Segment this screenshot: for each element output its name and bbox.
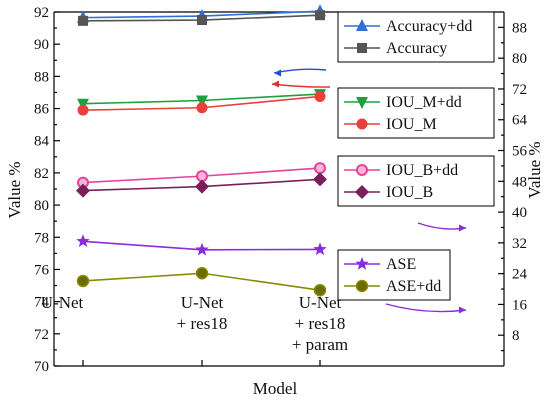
y-right-axis-title: Value % (525, 141, 544, 198)
data-point-iou-b (313, 172, 327, 187)
data-point-ase (76, 234, 90, 247)
arrow-iou-b-right (417, 222, 467, 230)
legend-marker (356, 118, 368, 130)
arrow-ase-right (385, 303, 467, 313)
y-left-axis-title: Value % (5, 161, 24, 218)
right-tick-label: 56 (512, 144, 528, 160)
left-tick-label: 74 (34, 295, 50, 311)
left-tick-label: 78 (34, 230, 49, 246)
x-category-label: + param (292, 335, 348, 354)
right-tick-label: 48 (512, 174, 527, 190)
left-tick-label: 84 (34, 134, 50, 150)
arrow-iou-b-right-head (459, 224, 466, 232)
legend-label: Accuracy (386, 40, 447, 57)
legend-label: Accuracy+dd (386, 18, 472, 35)
legend-marker (356, 164, 368, 176)
data-point-iou-b (195, 179, 209, 194)
right-tick-label: 16 (512, 297, 528, 313)
data-point-ase (195, 242, 209, 256)
data-point-iou-b (76, 183, 90, 198)
right-tick-label: 88 (512, 20, 527, 36)
legend-marker (355, 279, 369, 293)
left-tick-label: 72 (34, 327, 49, 343)
data-point-iou-m (77, 104, 89, 116)
data-point-accuracy (315, 10, 325, 21)
legend-label: IOU_B (386, 184, 433, 201)
data-point-iou-b-dd (314, 162, 326, 175)
arrow-accuracy-left-head (274, 69, 281, 77)
left-tick-label: 90 (34, 37, 49, 53)
arrow-iou-m-left-head (272, 80, 279, 88)
x-axis-title: Model (253, 379, 298, 398)
right-tick-label: 32 (512, 236, 527, 252)
legend-box (337, 249, 451, 301)
right-tick-label: 40 (512, 205, 527, 221)
right-tick-label: 8 (512, 328, 520, 344)
left-tick-label: 70 (34, 359, 49, 375)
data-point-ase-dd (76, 274, 90, 288)
left-tick-label: 82 (34, 166, 49, 182)
right-tick-label: 80 (512, 51, 527, 67)
legend-label: IOU_B+dd (386, 162, 458, 179)
x-category-label: + res18 (177, 314, 228, 333)
legend-marker (356, 19, 368, 31)
legend-marker (355, 257, 369, 270)
left-tick-label: 86 (34, 102, 50, 118)
arrow-ase-right-head (459, 306, 466, 314)
left-tick-label: 88 (34, 69, 49, 85)
x-category-label: + res18 (295, 314, 346, 333)
legend-marker (356, 97, 368, 109)
legend-label: IOU_M+dd (386, 94, 462, 111)
data-point-ase (313, 242, 327, 256)
data-point-iou-m-dd (196, 95, 208, 108)
data-point-ase-dd (313, 283, 327, 297)
legend-label: IOU_M (386, 116, 437, 133)
legend-box (337, 155, 495, 207)
data-point-accuracy (197, 15, 207, 26)
legend-marker (357, 43, 367, 53)
arrow-accuracy-left (273, 68, 327, 74)
data-point-accuracy (78, 15, 88, 26)
right-tick-label: 64 (512, 113, 528, 129)
legend-box (337, 11, 495, 63)
legend-label: ASE (386, 256, 416, 273)
arrow-iou-m-left (271, 83, 331, 88)
data-point-iou-m (196, 102, 208, 114)
right-tick-label: 72 (512, 82, 527, 98)
left-tick-label: 92 (34, 5, 49, 21)
x-category-label: U-Net (41, 293, 84, 312)
legend-box (337, 87, 495, 139)
left-tick-label: 76 (34, 262, 50, 278)
left-tick-label: 80 (34, 198, 49, 214)
legend-marker (355, 185, 369, 199)
right-tick-label: 24 (512, 267, 528, 283)
legend-label: ASE+dd (386, 278, 441, 295)
data-point-iou-m (314, 90, 326, 102)
x-category-label: U-Net (181, 293, 224, 312)
data-point-ase-dd (195, 267, 209, 280)
x-category-label: U-Net (299, 293, 342, 312)
